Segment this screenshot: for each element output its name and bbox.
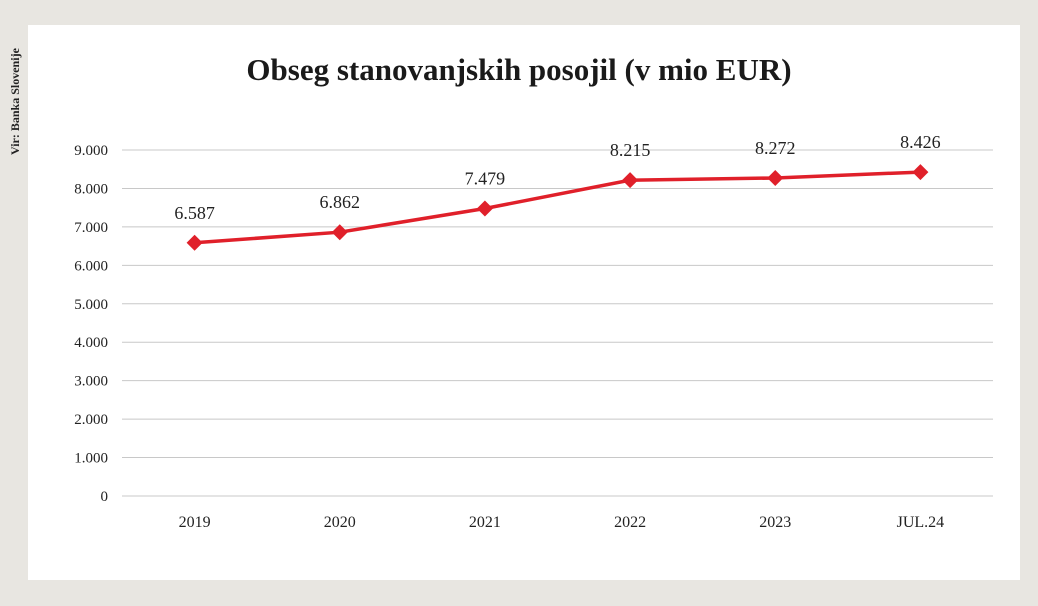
y-tick-label: 5.000 — [74, 297, 108, 313]
data-label: 8.215 — [610, 140, 651, 160]
y-tick-label: 1.000 — [74, 451, 108, 467]
x-tick-label: 2022 — [614, 514, 646, 531]
y-tick-label: 4.000 — [74, 335, 108, 351]
data-label: 8.426 — [900, 132, 941, 152]
series-line — [194, 170, 921, 245]
data-point-marker — [622, 172, 639, 189]
x-tick-label: 2023 — [759, 514, 791, 531]
data-label: 7.479 — [465, 168, 506, 188]
y-tick-label: 3.000 — [74, 374, 108, 390]
data-point-marker — [476, 200, 493, 217]
data-label: 6.862 — [320, 192, 361, 212]
y-tick-label: 0 — [101, 489, 109, 505]
y-tick-label: 6.000 — [74, 258, 108, 274]
x-tick-label: 2019 — [179, 514, 211, 531]
data-point-marker — [331, 224, 348, 241]
chart-card — [28, 25, 1020, 580]
data-label: 6.587 — [174, 203, 215, 223]
data-point-marker — [767, 169, 784, 186]
x-tick-label: 2020 — [324, 514, 356, 531]
y-tick-label: 8.000 — [74, 181, 108, 197]
y-tick-label: 9.000 — [74, 143, 108, 159]
y-tick-label: 2.000 — [74, 412, 108, 428]
x-tick-label: 2021 — [469, 514, 501, 531]
data-point-marker — [912, 164, 929, 181]
data-point-marker — [186, 234, 203, 251]
chart-title: Obseg stanovanjskih posojil (v mio EUR) — [246, 52, 792, 87]
data-label: 8.272 — [755, 138, 796, 158]
y-tick-label: 7.000 — [74, 220, 108, 236]
x-tick-label: JUL.24 — [897, 514, 945, 531]
